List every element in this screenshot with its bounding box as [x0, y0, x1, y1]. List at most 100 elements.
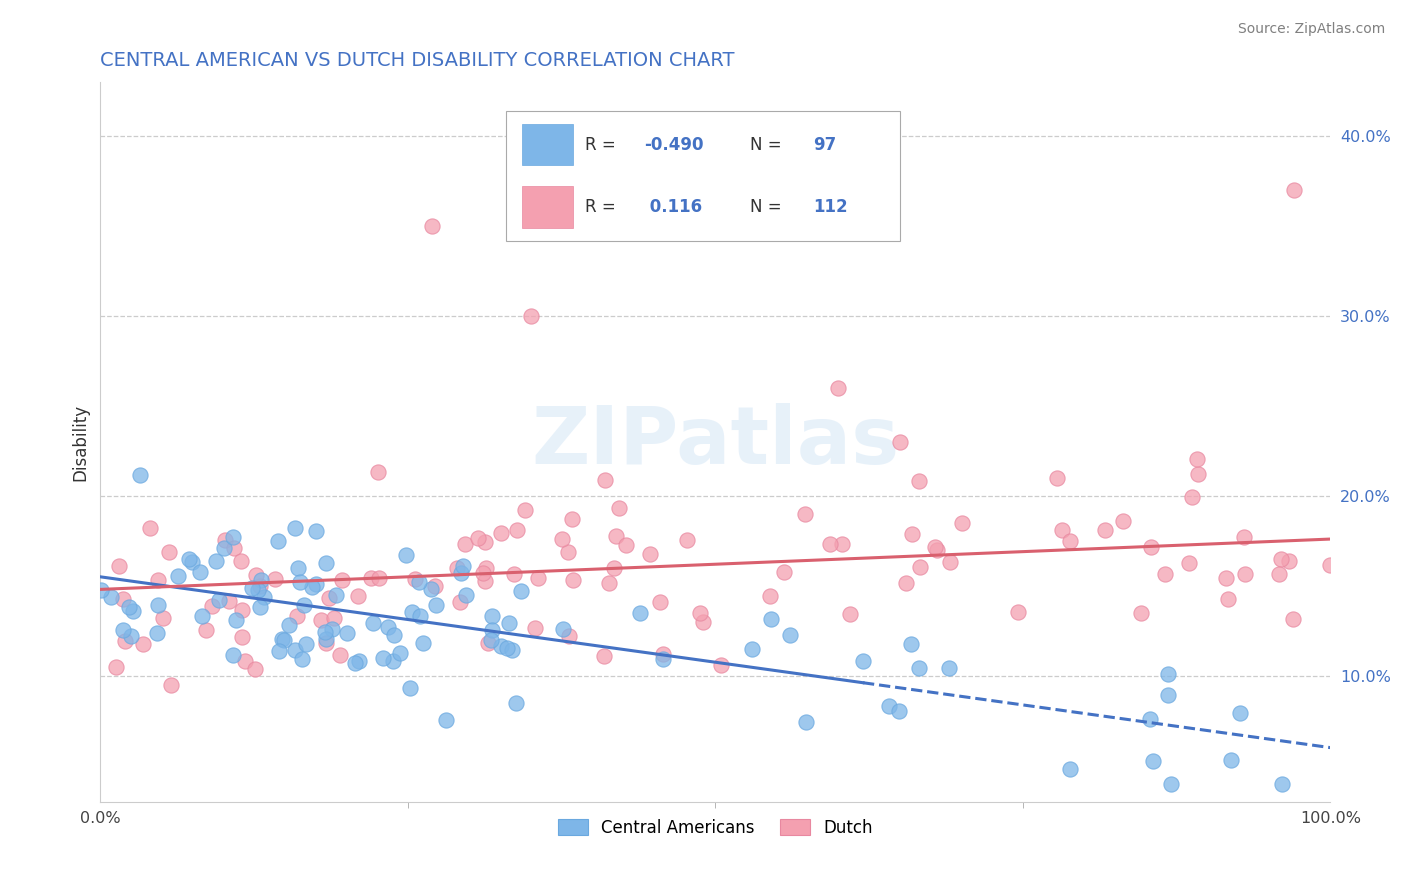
Point	[950, 516, 973, 530]
Point	[249, 573, 271, 587]
Point	[347, 589, 370, 603]
Point	[363, 615, 385, 630]
Point	[425, 599, 447, 613]
Point	[451, 558, 474, 573]
Point	[1059, 763, 1081, 777]
Point	[344, 657, 367, 671]
Point	[474, 535, 496, 549]
Point	[311, 613, 333, 627]
Point	[267, 533, 290, 548]
Point	[292, 598, 315, 612]
Point	[676, 533, 699, 547]
Point	[304, 577, 326, 591]
Point	[614, 538, 637, 552]
Point	[315, 632, 337, 646]
Point	[218, 594, 240, 608]
Point	[267, 644, 290, 658]
Point	[475, 561, 498, 575]
Point	[273, 633, 295, 648]
Point	[412, 635, 434, 649]
Point	[704, 201, 727, 215]
Point	[214, 541, 236, 556]
Point	[479, 633, 502, 648]
Point	[1216, 592, 1239, 607]
Point	[520, 309, 543, 323]
Point	[605, 529, 627, 543]
Point	[759, 612, 782, 626]
Point	[558, 629, 581, 643]
Point	[295, 637, 318, 651]
Point	[360, 571, 382, 585]
Point	[285, 609, 308, 624]
Point	[100, 590, 122, 604]
Point	[838, 607, 860, 621]
Point	[602, 561, 624, 575]
Point	[181, 555, 204, 569]
Point	[1233, 530, 1256, 544]
Point	[889, 434, 911, 449]
Point	[938, 661, 960, 675]
Point	[329, 648, 352, 662]
Point	[496, 641, 519, 656]
Point	[1185, 452, 1208, 467]
Point	[827, 381, 849, 395]
Point	[553, 622, 575, 636]
Point	[467, 531, 489, 545]
Point	[896, 575, 918, 590]
Point	[474, 574, 496, 588]
Point	[90, 582, 112, 597]
Point	[1271, 776, 1294, 790]
Point	[434, 713, 457, 727]
Point	[399, 681, 422, 695]
Point	[318, 591, 340, 605]
Point	[1270, 552, 1292, 566]
Point	[852, 654, 875, 668]
Point	[901, 527, 924, 541]
Point	[321, 622, 343, 636]
Point	[422, 219, 444, 234]
Point	[288, 575, 311, 590]
Point	[408, 574, 430, 589]
Point	[139, 521, 162, 535]
Point	[652, 651, 675, 665]
Point	[301, 580, 323, 594]
Point	[240, 582, 263, 596]
Point	[188, 565, 211, 579]
Point	[231, 603, 253, 617]
Point	[120, 629, 142, 643]
Text: Source: ZipAtlas.com: Source: ZipAtlas.com	[1237, 22, 1385, 37]
Point	[551, 532, 574, 546]
Point	[505, 696, 527, 710]
Point	[284, 643, 307, 657]
Point	[908, 560, 931, 574]
Point	[491, 640, 513, 654]
Point	[908, 661, 931, 675]
Point	[377, 620, 399, 634]
Point	[409, 608, 432, 623]
Point	[315, 636, 337, 650]
Point	[506, 523, 529, 537]
Point	[689, 606, 711, 620]
Point	[194, 624, 217, 638]
Point	[489, 526, 512, 541]
Point	[1267, 566, 1289, 581]
Point	[831, 537, 853, 551]
Point	[481, 609, 503, 624]
Point	[395, 548, 418, 562]
Point	[638, 547, 661, 561]
Point	[249, 579, 271, 593]
Point	[450, 566, 472, 581]
Point	[527, 571, 550, 585]
Point	[347, 654, 370, 668]
Point	[222, 530, 245, 544]
Point	[245, 567, 267, 582]
Point	[112, 623, 135, 637]
Point	[253, 590, 276, 604]
Point	[214, 533, 236, 548]
Point	[628, 606, 651, 620]
Point	[177, 552, 200, 566]
Point	[501, 642, 523, 657]
Point	[924, 540, 946, 554]
Point	[446, 560, 468, 574]
Point	[1233, 567, 1256, 582]
